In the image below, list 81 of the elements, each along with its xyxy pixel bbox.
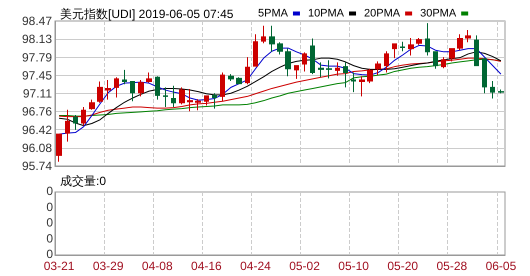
candlestick bbox=[294, 65, 299, 80]
legend-label: 30PMA bbox=[420, 8, 457, 20]
text: 成交量:0 bbox=[60, 174, 106, 188]
candlestick bbox=[392, 43, 397, 59]
candlestick bbox=[400, 41, 405, 52]
candlestick bbox=[130, 80, 135, 102]
y-tick-label: 96.42 bbox=[22, 122, 52, 137]
category-label: 03-21 bbox=[44, 259, 75, 273]
candlestick bbox=[122, 69, 127, 85]
candlestick bbox=[498, 89, 504, 94]
candlestick bbox=[310, 38, 315, 75]
candlestick bbox=[236, 76, 242, 85]
text: 0 bbox=[46, 200, 54, 214]
candlestick bbox=[285, 48, 291, 77]
category-label: 03-29 bbox=[92, 259, 124, 273]
category-label: 05-28 bbox=[436, 259, 468, 273]
candlestick bbox=[261, 25, 266, 44]
y-tick-label: 96.08 bbox=[22, 140, 52, 155]
candlestick bbox=[482, 58, 487, 94]
y-tick-label: 97.11 bbox=[22, 86, 52, 100]
candlestick bbox=[326, 60, 332, 79]
y-tick-label: 95.74 bbox=[22, 159, 52, 173]
candlestick bbox=[375, 60, 381, 76]
text: 0 bbox=[46, 247, 54, 261]
candlestick bbox=[416, 37, 422, 46]
y-tick-label: 98.47 bbox=[22, 14, 52, 28]
candlestick bbox=[138, 79, 144, 97]
category-label: 05-20 bbox=[387, 259, 418, 273]
text: 0 bbox=[46, 231, 54, 246]
candlestick bbox=[220, 72, 225, 102]
candlestick bbox=[97, 81, 103, 104]
legend-label: 20PMA bbox=[364, 8, 401, 20]
category-label: 04-16 bbox=[191, 259, 222, 273]
candlestick bbox=[474, 34, 479, 67]
candlestick bbox=[89, 99, 95, 110]
candlestick bbox=[408, 37, 414, 56]
legend-label: 10PMA bbox=[308, 8, 345, 20]
candlestick bbox=[269, 25, 275, 52]
candlestick bbox=[351, 72, 356, 93]
line-series bbox=[58, 51, 502, 126]
candlestick bbox=[228, 74, 234, 82]
y-tick-label: 98.13 bbox=[22, 32, 52, 46]
candlestick bbox=[56, 134, 62, 162]
category-label: 05-02 bbox=[289, 259, 320, 273]
candlestick bbox=[146, 72, 152, 84]
text: 0 bbox=[46, 216, 54, 230]
candlestick bbox=[195, 98, 201, 111]
candlestick bbox=[163, 86, 168, 108]
candlestick bbox=[318, 62, 324, 78]
legend-label: 5PMA bbox=[258, 8, 289, 20]
category-label: 04-08 bbox=[142, 259, 173, 273]
chart-title: 美元指数[UDI] 2019-06-05 07:45 bbox=[60, 7, 234, 21]
candlestick bbox=[212, 92, 217, 110]
candlestick bbox=[490, 80, 495, 100]
candlestick bbox=[465, 30, 471, 43]
candlestick bbox=[335, 62, 340, 76]
candlestick bbox=[245, 56, 250, 85]
candlestick bbox=[105, 79, 111, 100]
candlestick bbox=[73, 114, 78, 130]
y-tick-label: 96.76 bbox=[22, 104, 52, 119]
y-tick-label: 97.45 bbox=[22, 68, 52, 82]
candlestick bbox=[359, 76, 365, 97]
candlestick bbox=[343, 62, 348, 88]
y-tick-label: 97.79 bbox=[22, 50, 52, 64]
candlestick bbox=[433, 50, 438, 70]
text: 0 bbox=[46, 184, 54, 198]
candlestick bbox=[367, 68, 373, 84]
candlestick bbox=[425, 22, 430, 56]
candlestick bbox=[277, 42, 283, 55]
candlestick bbox=[114, 76, 119, 98]
category-label: 04-24 bbox=[240, 259, 272, 273]
candlestick bbox=[302, 52, 307, 72]
category-label: 05-10 bbox=[338, 259, 370, 273]
candlestick bbox=[457, 34, 463, 51]
candlestick bbox=[171, 85, 176, 108]
candlestick bbox=[187, 88, 193, 112]
candlestick bbox=[179, 86, 185, 105]
candlestick bbox=[253, 34, 258, 67]
candlestick bbox=[155, 76, 160, 100]
category-label: 06-05 bbox=[486, 259, 517, 273]
candlestick bbox=[204, 94, 209, 106]
